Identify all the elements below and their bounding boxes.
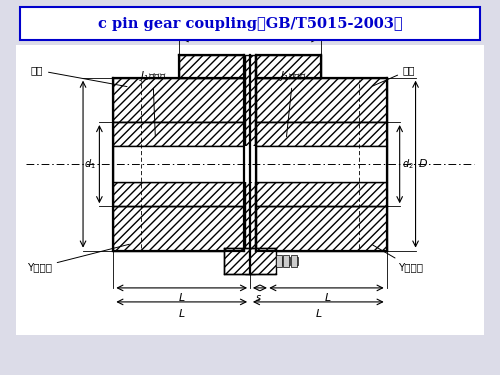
Bar <box>244 146 256 182</box>
Bar <box>224 248 276 274</box>
Text: L: L <box>324 292 331 303</box>
FancyBboxPatch shape <box>20 7 480 40</box>
Text: Y型轴孔: Y型轴孔 <box>27 244 130 272</box>
Bar <box>179 56 244 78</box>
Bar <box>276 256 282 265</box>
Bar <box>283 255 289 267</box>
Bar <box>114 146 244 182</box>
Bar <box>256 182 386 206</box>
Text: 标志: 标志 <box>373 65 416 86</box>
Bar <box>16 45 483 334</box>
Bar <box>114 122 244 146</box>
Text: 标志: 标志 <box>30 65 127 87</box>
Bar <box>245 56 255 274</box>
Bar <box>292 256 298 265</box>
Bar <box>290 255 296 267</box>
Bar <box>256 206 386 251</box>
Text: $L$: $L$ <box>178 307 186 319</box>
Bar <box>114 206 244 251</box>
Bar <box>114 78 244 122</box>
Bar <box>276 255 282 267</box>
Text: Y型轴孔: Y型轴孔 <box>372 245 424 272</box>
Text: L: L <box>178 292 185 303</box>
Text: $d_1$: $d_1$ <box>84 157 96 171</box>
Bar <box>284 256 290 265</box>
Bar <box>256 78 386 122</box>
Text: s: s <box>256 292 261 303</box>
Text: $d_2$: $d_2$ <box>402 157 413 171</box>
Text: B: B <box>246 26 254 36</box>
Text: c pin gear coupling（GB/T5015-2003）: c pin gear coupling（GB/T5015-2003） <box>98 16 403 31</box>
Text: $L$: $L$ <box>314 307 322 319</box>
Bar <box>114 182 244 206</box>
Bar <box>256 146 386 182</box>
Text: $J_1$型轴孔: $J_1$型轴孔 <box>139 69 166 136</box>
Bar <box>256 122 386 146</box>
Text: $J_1$型轴孔: $J_1$型轴孔 <box>279 69 306 136</box>
Bar <box>256 56 321 78</box>
Text: D: D <box>419 159 428 169</box>
